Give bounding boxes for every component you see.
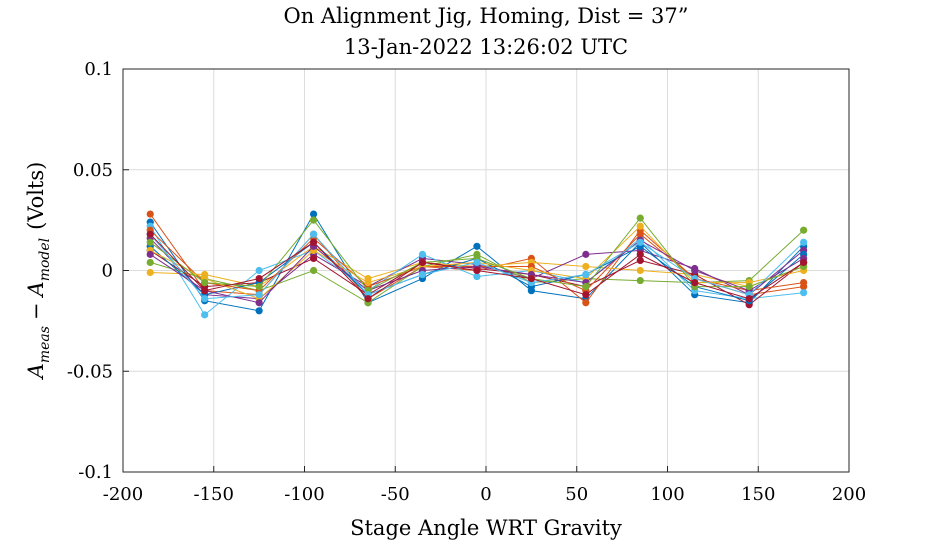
x-axis-label: Stage Angle WRT Gravity — [350, 516, 622, 540]
data-point — [201, 295, 209, 303]
x-tick-label: -50 — [381, 484, 410, 505]
data-point — [255, 291, 263, 299]
y-axis-ticks: -0.1 -0.05 0 0.05 0.1 — [67, 59, 129, 483]
data-point — [309, 230, 318, 238]
data-point — [582, 291, 590, 299]
data-point — [146, 268, 154, 277]
data-point — [636, 214, 644, 222]
data-point — [800, 238, 808, 246]
data-point — [146, 230, 154, 238]
data-point — [364, 295, 372, 303]
x-tick-label: 200 — [832, 484, 866, 505]
data-point — [146, 258, 154, 267]
data-point — [527, 274, 535, 283]
data-point — [309, 254, 318, 263]
x-axis-ticks: -200 -150 -100 -50 0 50 100 150 200 — [103, 466, 866, 505]
x-tick-label: 150 — [741, 484, 775, 505]
data-point — [309, 216, 318, 224]
data-point — [582, 250, 590, 258]
x-tick-label: -100 — [284, 484, 324, 505]
data-point — [800, 258, 808, 267]
x-tick-label: 0 — [480, 484, 491, 505]
x-tick-label: -200 — [103, 484, 143, 505]
data-point — [255, 307, 263, 315]
data-point — [146, 210, 154, 218]
data-point — [582, 283, 590, 291]
data-point — [691, 266, 699, 275]
data-point — [146, 250, 154, 258]
data-point — [636, 276, 644, 285]
data-point — [201, 287, 209, 295]
data-point — [745, 283, 753, 291]
y-tick-label: 0.05 — [73, 160, 113, 181]
grid — [122, 68, 850, 473]
data-point — [582, 299, 590, 307]
data-point — [800, 278, 808, 287]
data-point — [418, 258, 427, 267]
data-point — [636, 230, 644, 238]
data-point — [473, 242, 481, 250]
chart-subtitle: 13-Jan-2022 13:26:02 UTC — [344, 35, 628, 59]
data-point — [691, 278, 699, 287]
data-point — [473, 266, 481, 275]
data-point — [418, 270, 427, 279]
data-point — [473, 258, 481, 267]
data-point — [146, 238, 154, 246]
data-point — [473, 272, 481, 281]
data-point — [309, 266, 318, 275]
y-tick-label: 0.1 — [84, 59, 113, 80]
data-point — [800, 226, 808, 234]
y-tick-label: -0.05 — [67, 361, 113, 382]
data-point — [636, 250, 644, 258]
data-point — [255, 299, 263, 307]
series-group — [146, 210, 808, 319]
data-point — [800, 289, 808, 297]
data-point — [201, 311, 209, 319]
x-tick-label: 100 — [650, 484, 684, 505]
y-axis-label: Ameas−Amodel(Volts) — [24, 162, 53, 381]
data-point — [255, 283, 263, 291]
data-point — [309, 210, 318, 218]
data-point — [418, 250, 427, 258]
data-point — [636, 222, 644, 230]
data-point — [636, 256, 644, 265]
data-point — [309, 238, 318, 246]
data-point — [201, 278, 209, 287]
data-point — [745, 295, 753, 303]
data-point — [582, 262, 590, 271]
data-point — [636, 238, 644, 246]
data-point — [255, 266, 263, 275]
data-point — [364, 278, 372, 287]
data-point — [636, 266, 644, 275]
data-point — [582, 270, 590, 279]
y-tick-label: -0.1 — [78, 462, 113, 483]
data-point — [255, 274, 263, 283]
x-tick-label: -150 — [194, 484, 234, 505]
x-tick-label: 50 — [565, 484, 588, 505]
chart-title: On Alignment Jig, Homing, Dist = 37” — [284, 4, 689, 28]
series-14 — [146, 230, 808, 303]
y-tick-label: 0 — [102, 261, 113, 282]
